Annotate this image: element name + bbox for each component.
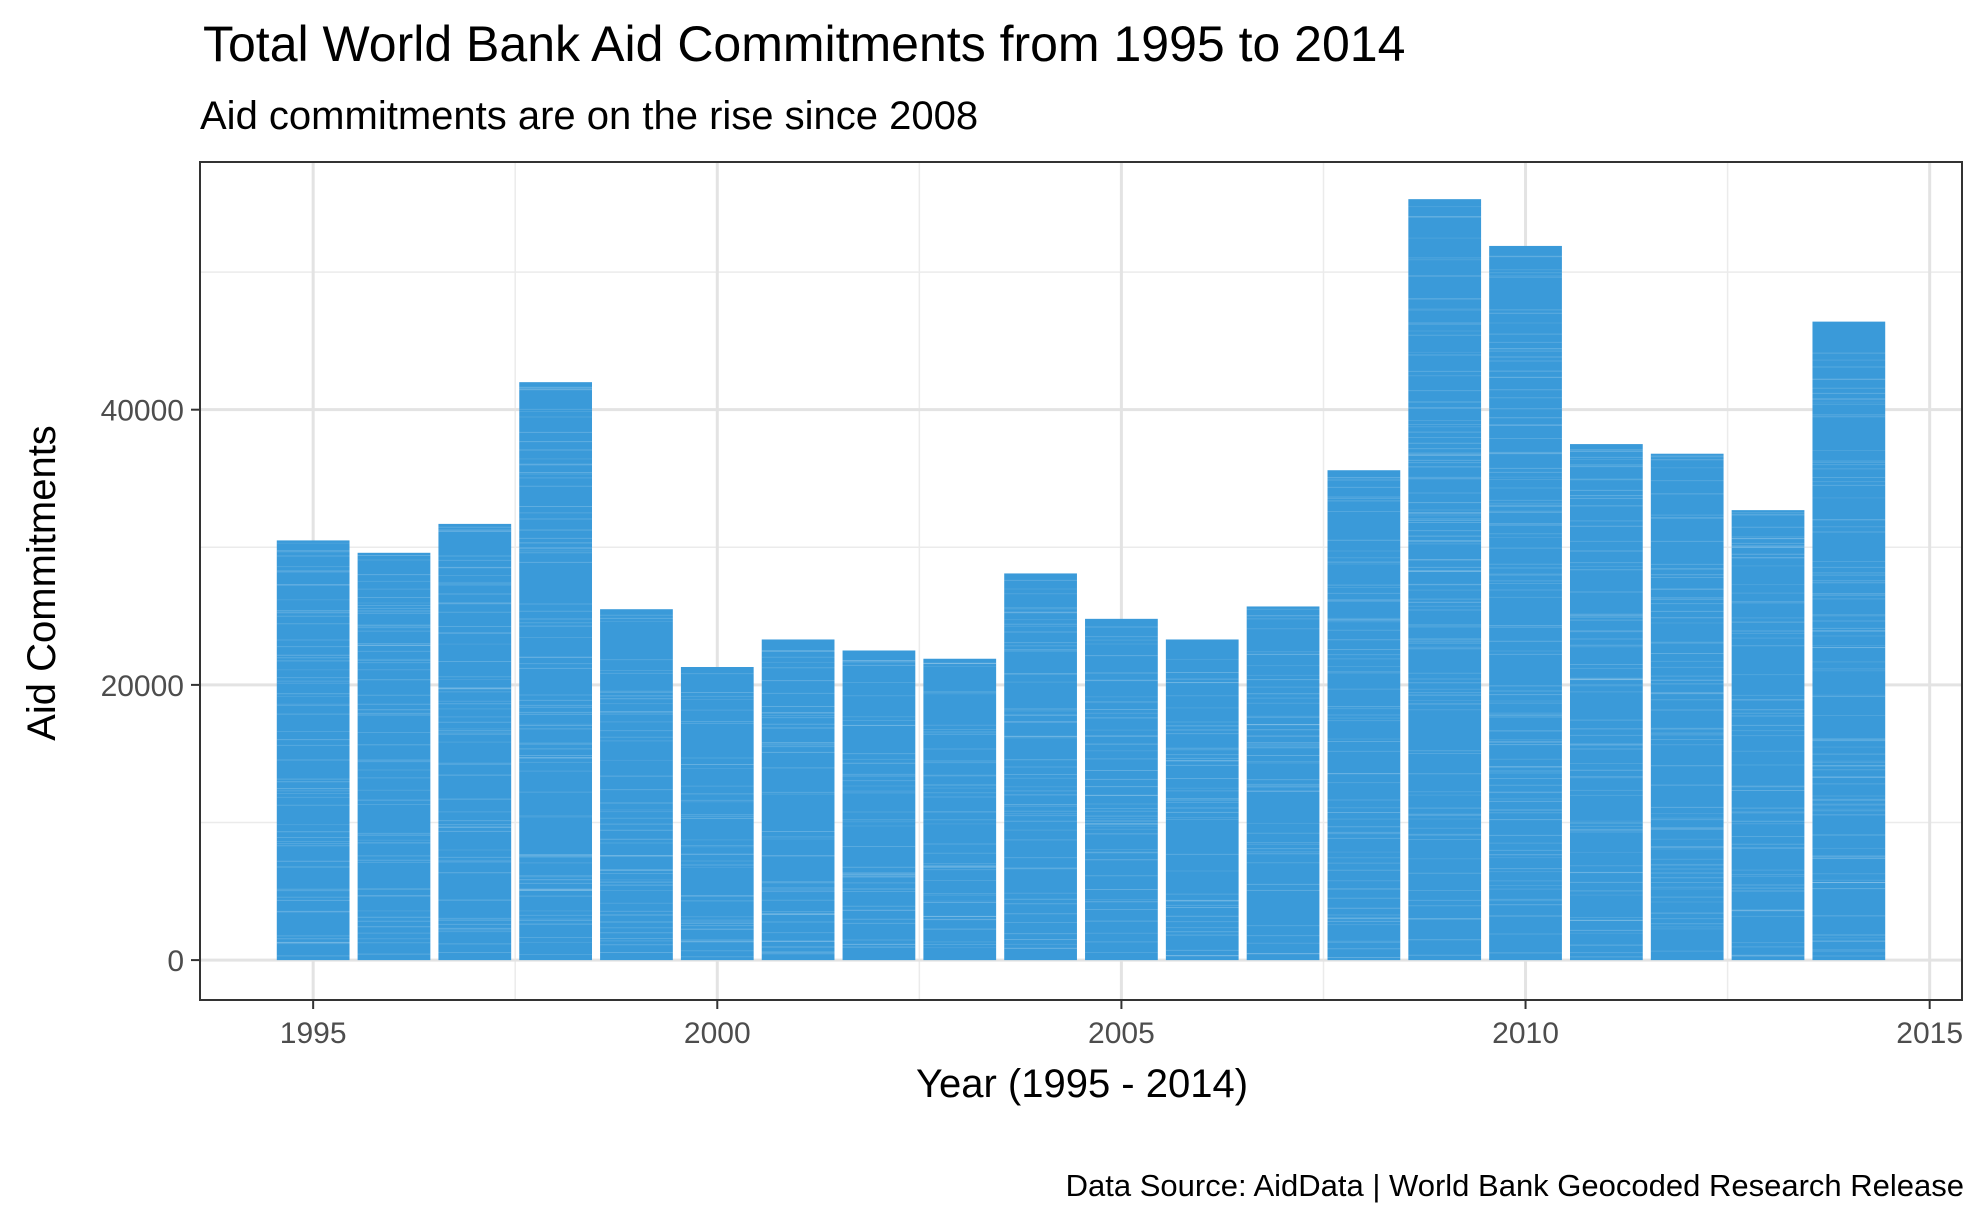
bar-1999: 1999: 25500: [600, 609, 673, 961]
bar-1995: 1995: 30500: [276, 540, 350, 961]
bar-2001: 2001: 23300: [761, 639, 835, 961]
bar-1997: 1997: 31700: [438, 523, 512, 961]
y-tick-label: 40000: [101, 395, 184, 428]
y-tick-label: 20000: [101, 670, 184, 703]
bar-2009: 2009: 55300: [1408, 199, 1482, 961]
bar-2012: 2012: 36800: [1650, 453, 1724, 961]
bar-1996: 1996: 29600: [357, 552, 431, 961]
x-tick-label: 2005: [1088, 1017, 1155, 1050]
bar-2002: 2002: 22500: [842, 650, 916, 961]
y-tick-label: 0: [167, 945, 184, 978]
chart-caption: Data Source: AidData | World Bank Geocod…: [1066, 1168, 1964, 1203]
plot-area: 1995: 305001996: 296001997: 317001998: 4…: [101, 161, 1963, 1050]
x-tick-label: 1995: [280, 1017, 347, 1050]
bar-2000: 2000: 21300: [680, 667, 754, 961]
x-tick-label: 2010: [1492, 1017, 1559, 1050]
bar-2003: 2003: 21900: [923, 658, 997, 961]
x-tick-label: 2015: [1896, 1017, 1963, 1050]
x-axis-title: Year (1995 - 2014): [916, 1062, 1248, 1106]
x-tick-label: 2000: [684, 1017, 751, 1050]
chart-subtitle: Aid commitments are on the rise since 20…: [200, 94, 978, 138]
bar-2004: 2004: 28100: [1004, 573, 1077, 961]
bar-1998: 1998: 42000: [519, 382, 593, 961]
bar-2014: 2014: 46400: [1812, 321, 1886, 961]
plot-border: [199, 161, 1963, 1001]
bar-2011: 2011: 37500: [1569, 444, 1643, 961]
bar-2005: 2005: 24800: [1085, 618, 1158, 961]
bar-2010: 2010: 51900: [1489, 245, 1562, 961]
bar-2006: 2006: 23300: [1165, 639, 1239, 961]
bar-2013: 2013: 32700: [1731, 510, 1805, 961]
bar-2008: 2008: 35600: [1327, 470, 1401, 961]
y-axis-title: Aid Commitments: [20, 425, 64, 741]
bar-2007: 2007: 25700: [1246, 606, 1320, 961]
chart-title: Total World Bank Aid Commitments from 19…: [203, 16, 1405, 72]
